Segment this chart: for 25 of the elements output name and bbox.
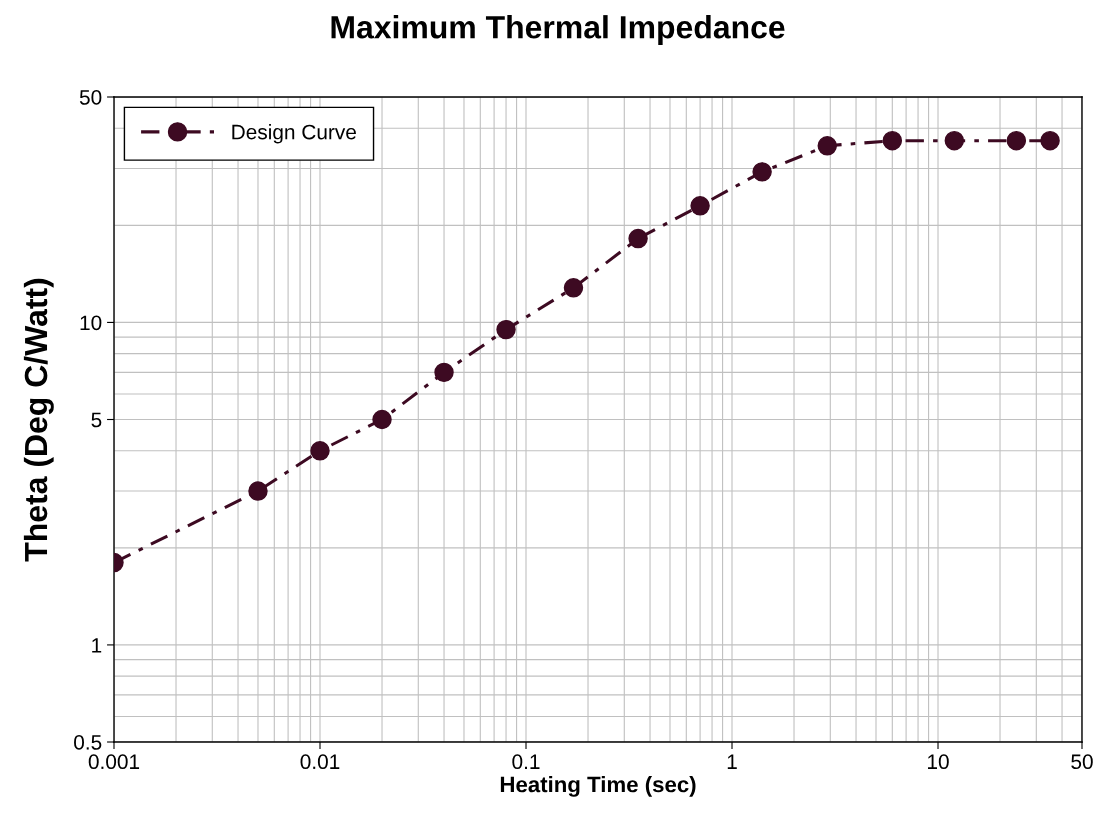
x-tick-label: 50 (1071, 754, 1093, 770)
point (434, 362, 454, 383)
point (1006, 130, 1027, 151)
x-tick-label: 10 (928, 754, 949, 770)
x-tick-label: 0.001 (88, 754, 140, 770)
y-tick-label: 1 (92, 638, 102, 653)
y-tick-label: 0.5 (74, 735, 102, 750)
x-tick-label: 1 (727, 754, 737, 769)
y-tick-label: 10 (80, 315, 102, 331)
legend-label: Design Curve (232, 124, 356, 144)
point (817, 136, 837, 156)
point (752, 162, 772, 182)
y-tick-label: 50 (79, 90, 102, 105)
point (944, 130, 965, 151)
point (690, 196, 710, 216)
chart-title: Maximum Thermal Impedance (331, 15, 785, 45)
point (372, 409, 392, 430)
point (563, 278, 584, 298)
point (310, 441, 330, 461)
point (628, 228, 648, 249)
x-tick-label: 0.01 (300, 754, 340, 770)
y-tick-label: 5 (91, 412, 102, 428)
y-axis-title: Theta (Deg C/Watt) (23, 278, 54, 562)
x-axis-title: Heating Time (sec) (500, 776, 696, 797)
x-tick-label: 0.1 (512, 754, 540, 770)
